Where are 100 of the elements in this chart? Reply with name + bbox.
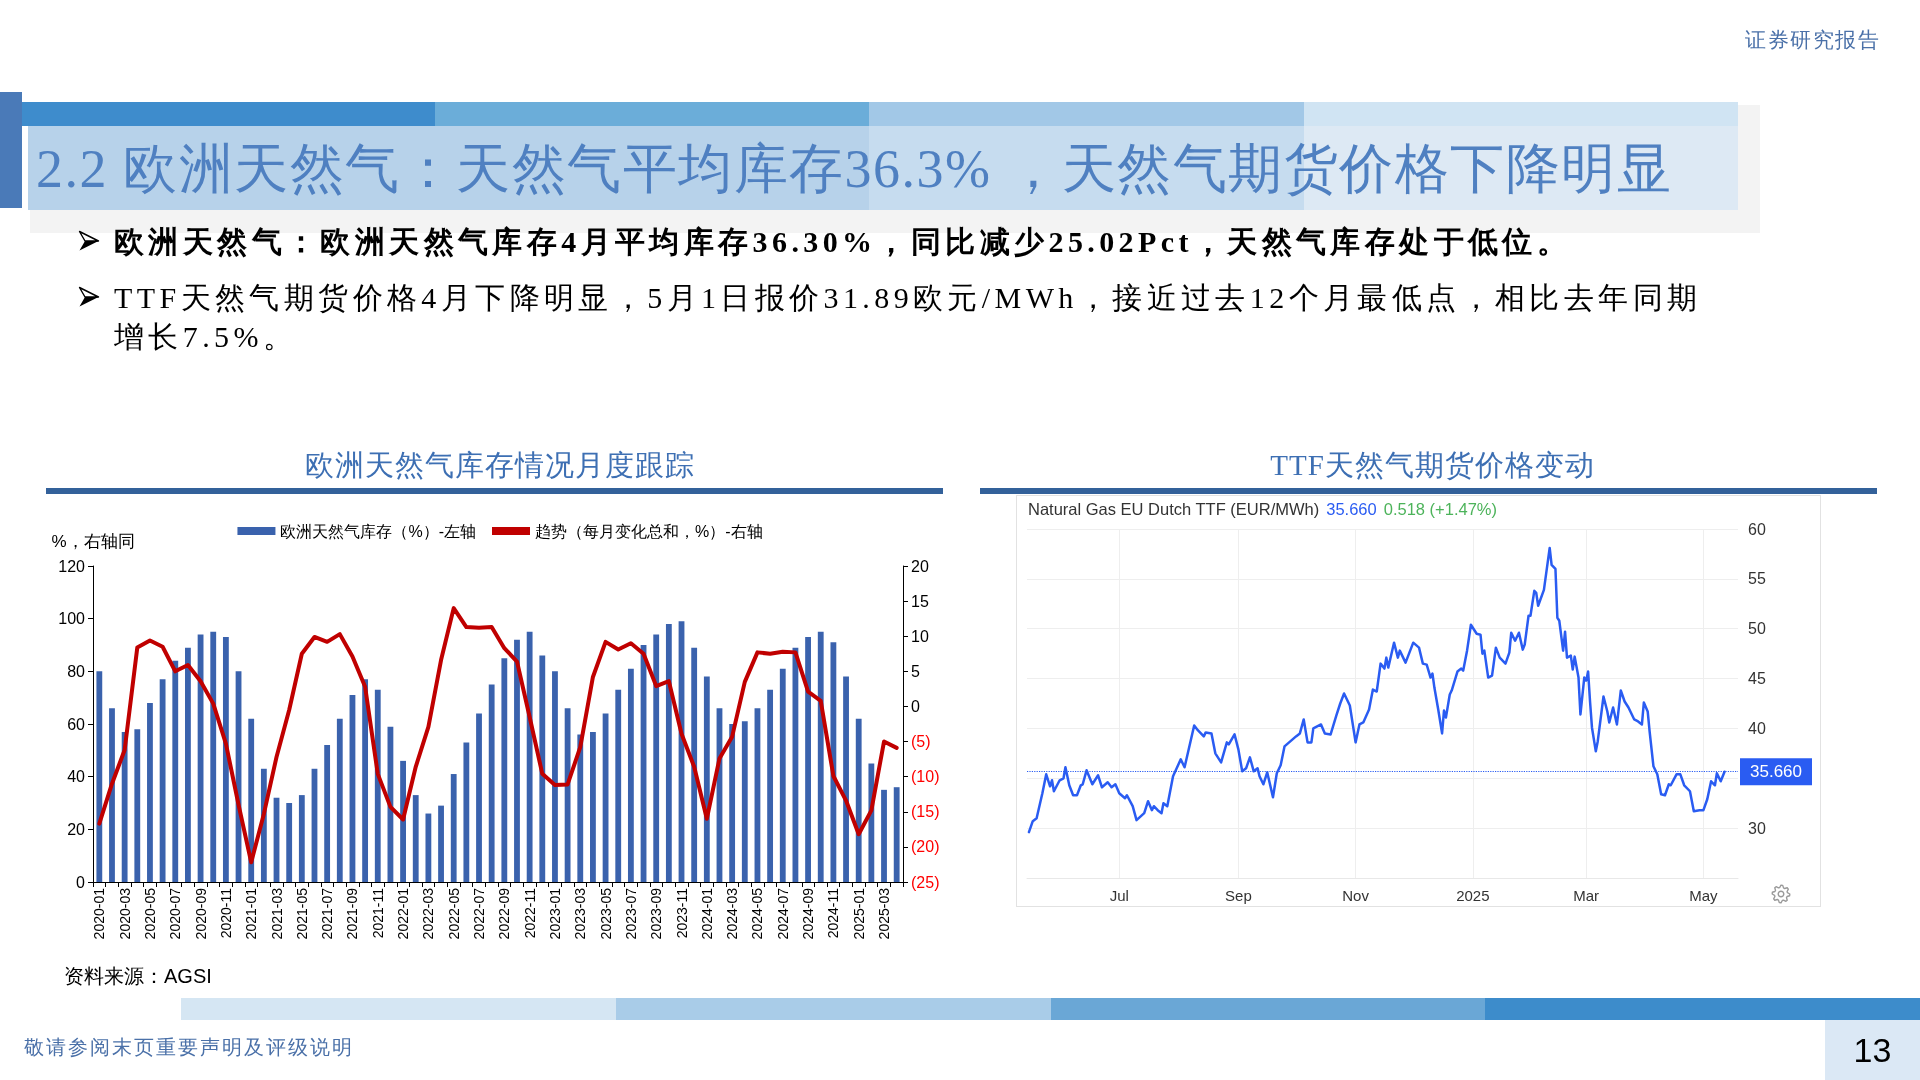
text: 35.660: [1326, 500, 1377, 518]
bar: [109, 708, 115, 882]
bar: [488, 684, 495, 882]
y2-tick-label: (20): [911, 838, 940, 856]
bar: [147, 702, 153, 882]
x-tick-label: 2023-03: [572, 887, 589, 940]
bar: [450, 774, 457, 882]
bar: [830, 642, 837, 882]
y-tick-label: 60: [67, 715, 86, 733]
x-tick-label: 2020-05: [141, 887, 158, 940]
bar: [526, 631, 533, 882]
y-tick-label: 0: [76, 873, 86, 891]
bar: [627, 668, 634, 882]
bar: [843, 676, 849, 882]
y-tick-label: 80: [67, 662, 86, 680]
y2-tick-label: 20: [911, 557, 929, 575]
bar: [400, 760, 406, 882]
y-axis-title: %，右轴同: [51, 532, 135, 551]
x-tick-label: 2021-11: [369, 887, 386, 939]
bar: [134, 729, 141, 882]
text: 0.518 (+1.47%): [1383, 500, 1498, 518]
x-tick-label: 2024-11: [825, 887, 842, 939]
y-tick-label: 20: [67, 820, 86, 838]
y2-tick-label: (5): [911, 733, 931, 751]
legend-label: 趋势（每月变化总和，%）-右轴: [535, 522, 763, 540]
x-tick-label: Nov: [1342, 887, 1370, 904]
bar: [805, 637, 811, 882]
x-tick-label: 2022-03: [420, 887, 437, 940]
x-tick-label: 2021-01: [243, 887, 260, 940]
y2-tick-label: 10: [911, 627, 929, 645]
x-tick-label: 2022-05: [445, 887, 462, 940]
x-tick-label: Mar: [1573, 887, 1600, 904]
bar: [185, 647, 191, 882]
bar: [438, 805, 444, 882]
bar: [286, 803, 293, 882]
bar: [248, 718, 255, 882]
x-tick-label: Jul: [1109, 887, 1129, 904]
text: TTF天然气期货价格4月下降明显，5月1日报价31.89欧元/MWh，接近过去12个月最低点，相比去年同期增长7.5%。: [114, 280, 1703, 355]
ref-line-label: 35.660: [1750, 762, 1802, 782]
x-tick-label: 2024-07: [774, 887, 791, 940]
bar: [210, 631, 217, 882]
bar: [514, 639, 520, 882]
x-tick-label: 2020-01: [91, 887, 108, 940]
x-tick-label: 2021-07: [319, 887, 336, 940]
x-tick-label: 2020-11: [217, 887, 234, 939]
legend-label: 欧洲天然气库存（%）-左轴: [280, 522, 477, 540]
y2-tick-label: 5: [911, 662, 920, 680]
bar: [564, 708, 571, 882]
chart-subtitle: Natural Gas EU Dutch TTF (EUR/MWh): [1028, 500, 1320, 518]
bar: [374, 689, 381, 882]
bar: [665, 623, 672, 882]
x-tick-label: 2023-09: [648, 887, 665, 940]
x-tick-label: 2024-03: [724, 887, 741, 940]
bar: [412, 795, 419, 882]
bar: [653, 634, 660, 882]
y-tick-label: 50: [1748, 620, 1766, 638]
y-tick-label: 40: [1748, 719, 1766, 737]
y2-tick-label: (10): [911, 768, 940, 786]
bar: [159, 679, 166, 882]
bar: [691, 647, 698, 882]
x-tick-label: 2025-01: [850, 887, 867, 940]
bar: [552, 671, 558, 882]
y2-tick-label: 15: [911, 592, 929, 610]
x-tick-label: 2025: [1456, 887, 1490, 904]
x-tick-label: 2021-03: [268, 887, 285, 940]
bar: [298, 795, 305, 882]
x-tick-label: 2022-01: [395, 887, 412, 940]
x-tick-label: 2020-03: [116, 887, 133, 940]
x-tick-label: 2024-09: [800, 887, 817, 940]
bar: [817, 631, 824, 882]
bar: [362, 679, 369, 882]
y-tick-label: 60: [1748, 520, 1766, 538]
bar: [172, 660, 179, 882]
x-tick-label: 2021-09: [344, 887, 361, 940]
bar: [729, 724, 736, 882]
bar: [539, 655, 546, 882]
text: 敬请参阅末页重要声明及评级说明: [24, 1035, 354, 1060]
x-tick-label: 2022-09: [496, 887, 513, 940]
bar: [881, 789, 887, 882]
y2-tick-label: (15): [911, 803, 940, 821]
x-tick-label: Sep: [1225, 887, 1252, 904]
x-tick-label: 2023-11: [673, 887, 690, 939]
y2-tick-label: 0: [911, 697, 920, 715]
x-tick-label: 2025-03: [876, 887, 893, 940]
bar: [615, 689, 622, 882]
text: 欧洲天然气：欧洲天然气库存4月平均库存36.30%，同比减少25.02Pct，天然气库存处于低位。: [114, 224, 1573, 260]
chart-title: TTF天然气期货价格变动: [1269, 448, 1596, 483]
x-tick-label: 2023-05: [597, 887, 614, 940]
bar: [96, 671, 103, 882]
text: 证券研究报告: [1745, 27, 1880, 54]
bar: [893, 787, 900, 882]
bar: [501, 658, 508, 882]
y-tick-label: 40: [67, 768, 86, 786]
y-tick-label: 55: [1748, 570, 1766, 588]
bar: [767, 689, 774, 882]
bar: [425, 813, 432, 882]
x-tick-label: 2023-07: [622, 887, 639, 940]
text: 资料来源：AGSI: [64, 964, 212, 989]
x-tick-label: 2021-05: [293, 887, 310, 940]
line-series: [97, 606, 899, 865]
